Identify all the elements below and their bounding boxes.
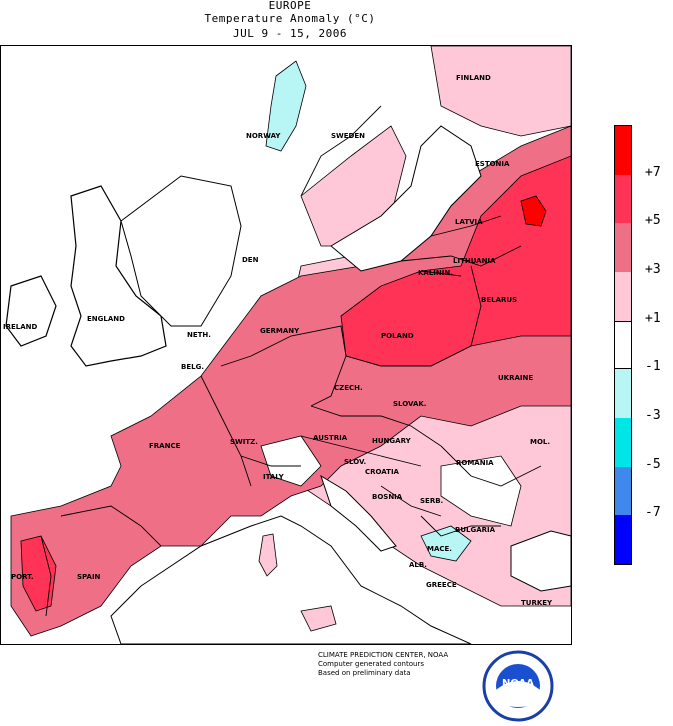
label-romania: ROMANIA (456, 459, 494, 467)
label-mol: MOL. (530, 438, 550, 446)
credits-block: CLIMATE PREDICTION CENTER, NOAA Computer… (318, 651, 448, 678)
legend-swatch (615, 174, 631, 224)
label-latvia: LATVIA (455, 218, 483, 226)
label-greece: GREECE (426, 581, 457, 589)
legend-swatch (615, 466, 631, 516)
legend-tick-label: -1 (645, 359, 661, 375)
anomaly-zone-light-pink-scandinavia (300, 125, 407, 247)
label-croatia: CROATIA (365, 468, 400, 476)
legend-swatch (615, 320, 631, 370)
label-alb: ALB. (409, 561, 427, 569)
legend-tick-label: -7 (645, 505, 661, 521)
label-norway: NORWAY (246, 132, 281, 140)
island-corsica-sardinia (258, 533, 278, 577)
label-bulgaria: BULGARIA (455, 526, 496, 534)
label-serb: SERB. (420, 497, 443, 505)
label-austria: AUSTRIA (313, 434, 348, 442)
label-italy: ITALY (263, 473, 285, 481)
label-den: DEN (242, 256, 259, 264)
label-france: FRANCE (149, 442, 181, 450)
label-turkey: TURKEY (521, 599, 553, 607)
legend-swatch (615, 515, 631, 564)
label-belarus: BELARUS (481, 296, 517, 304)
sea-baltic (330, 125, 482, 272)
label-lithuania: LITHUANIA (453, 257, 496, 265)
label-england: ENGLAND (87, 315, 125, 323)
legend-tick-label: +7 (645, 164, 661, 180)
island-sicily (300, 605, 337, 632)
noaa-logo: NOAA (478, 650, 558, 726)
label-spain: SPAIN (77, 573, 101, 581)
anomaly-zone-neutral-alps (260, 435, 322, 487)
legend-tick-label: +1 (645, 310, 661, 326)
map-canvas: FINLAND NORWAY SWEDEN ESTONIA LATVIA LIT… (3, 46, 571, 644)
label-hungary: HUNGARY (372, 437, 412, 445)
label-czech: CZECH. (334, 384, 363, 392)
color-legend (614, 125, 632, 565)
label-slovak: SLOVAK. (393, 400, 426, 408)
label-slov: SLOV. (344, 458, 366, 466)
legend-tick-label: -5 (645, 456, 661, 472)
label-finland: FINLAND (456, 74, 491, 82)
label-poland: POLAND (381, 332, 414, 340)
label-switz: SWITZ. (230, 438, 258, 446)
country-borders (40, 105, 542, 617)
anomaly-zone-neutral-romania (440, 455, 522, 527)
anomaly-zone-medium-pink (10, 125, 571, 637)
legend-swatch (615, 223, 631, 272)
legend-swatch (615, 126, 631, 175)
map-period-title: JUL 9 - 15, 2006 (233, 27, 347, 40)
legend-swatch (615, 369, 631, 418)
label-sweden: SWEDEN (331, 132, 365, 140)
map-quantity-title: Temperature Anomaly (°C) (204, 12, 376, 25)
label-port: PORT. (11, 573, 34, 581)
legend-tick-label: +3 (645, 262, 661, 277)
sea-adriatic (320, 474, 397, 552)
label-neth: NETH. (187, 331, 211, 339)
legend-tick-label: +5 (645, 213, 661, 229)
anomaly-zone-cyan-balkans (420, 525, 472, 562)
label-ireland: IRELAND (3, 323, 38, 331)
map-region-title: EUROPE (268, 0, 312, 12)
label-germany: GERMANY (260, 327, 300, 335)
sea-north (120, 175, 242, 327)
credits-line-3: Based on preliminary data (318, 669, 411, 677)
anomaly-zone-cyan-norway (265, 60, 307, 152)
anomaly-map: FINLAND NORWAY SWEDEN ESTONIA LATVIA LIT… (0, 45, 572, 645)
anomaly-zone-red-spot (520, 195, 547, 227)
legend-swatch (615, 418, 631, 467)
label-estonia: ESTONIA (475, 160, 510, 168)
svg-text:NOAA: NOAA (502, 678, 534, 689)
credits-line-2: Computer generated contours (318, 660, 424, 668)
coastline-ireland (5, 275, 57, 347)
anomaly-zone-light-pink-north (430, 46, 571, 137)
label-mace: MACE. (427, 545, 452, 553)
label-belg: BELG. (181, 363, 204, 371)
credits-line-1: CLIMATE PREDICTION CENTER, NOAA (318, 651, 449, 659)
label-ukraine: UKRAINE (498, 374, 533, 382)
sea-black (510, 530, 571, 592)
label-kalinin: KALININ. (418, 269, 453, 277)
sea-mediterranean (110, 515, 472, 644)
coastline-britain (70, 185, 167, 367)
legend-swatch (615, 272, 631, 321)
legend-tick-label: -3 (645, 408, 661, 423)
label-bosnia: BOSNIA (372, 493, 403, 501)
